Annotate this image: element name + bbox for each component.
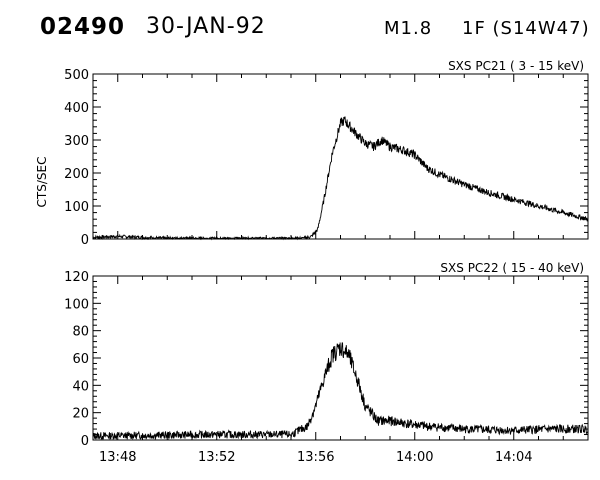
y-tick-label: 200 — [64, 167, 89, 182]
optical-class: 1F (S14W47) — [462, 18, 590, 39]
y-tick-label: 500 — [64, 68, 89, 83]
x-tick-label: 13:56 — [297, 450, 334, 465]
x-tick-label: 13:48 — [99, 450, 136, 465]
y-tick-label: 300 — [64, 134, 89, 149]
y-tick-label: 0 — [81, 434, 89, 449]
y-tick-label: 100 — [64, 200, 89, 215]
panel-pc21-frame — [92, 73, 589, 240]
y-tick-label: 20 — [72, 407, 89, 422]
panel-pc22-y-ticks: 0 20 40 60 80 100 120 — [64, 270, 588, 449]
y-tick-label: 40 — [72, 379, 89, 394]
y-tick-label: 0 — [81, 233, 89, 248]
x-tick-label: 13:52 — [198, 450, 235, 465]
panel-pc21-title: SXS PC21 ( 3 - 15 keV) — [448, 59, 584, 73]
x-tick-label: 14:00 — [396, 450, 433, 465]
panel-pc21-x-ticks — [92, 74, 589, 239]
y-axis-label: CTS/SEC — [35, 157, 49, 208]
y-tick-label: 400 — [64, 101, 89, 116]
y-tick-label: 100 — [64, 297, 89, 312]
y-tick-label: 60 — [72, 352, 89, 367]
panel-pc22-title: SXS PC22 ( 15 - 40 keV) — [440, 261, 584, 275]
panel-pc22: SXS PC22 ( 15 - 40 keV) 020406080100120 … — [64, 261, 589, 465]
panel-pc21: SXS PC21 ( 3 - 15 keV) CTS/SEC 0 100 200 30… — [35, 59, 589, 248]
x-tick-label: 14:04 — [495, 450, 532, 465]
event-date: 30-JAN-92 — [146, 14, 266, 39]
series-pc22-line — [92, 342, 589, 441]
series-pc21-line — [92, 116, 589, 241]
panel-pc21-y-ticks: 0 100 200 300 400 500 — [64, 68, 588, 248]
y-tick-label: 80 — [72, 325, 89, 340]
y-tick-label: 120 — [64, 270, 89, 285]
goes-class: M1.8 — [384, 18, 433, 39]
event-id: 02490 — [40, 14, 126, 40]
panel-pc22-x-ticks: 13:48 13:52 13:56 14:00 14:04 — [92, 276, 589, 465]
panel-pc22-frame — [92, 275, 589, 441]
